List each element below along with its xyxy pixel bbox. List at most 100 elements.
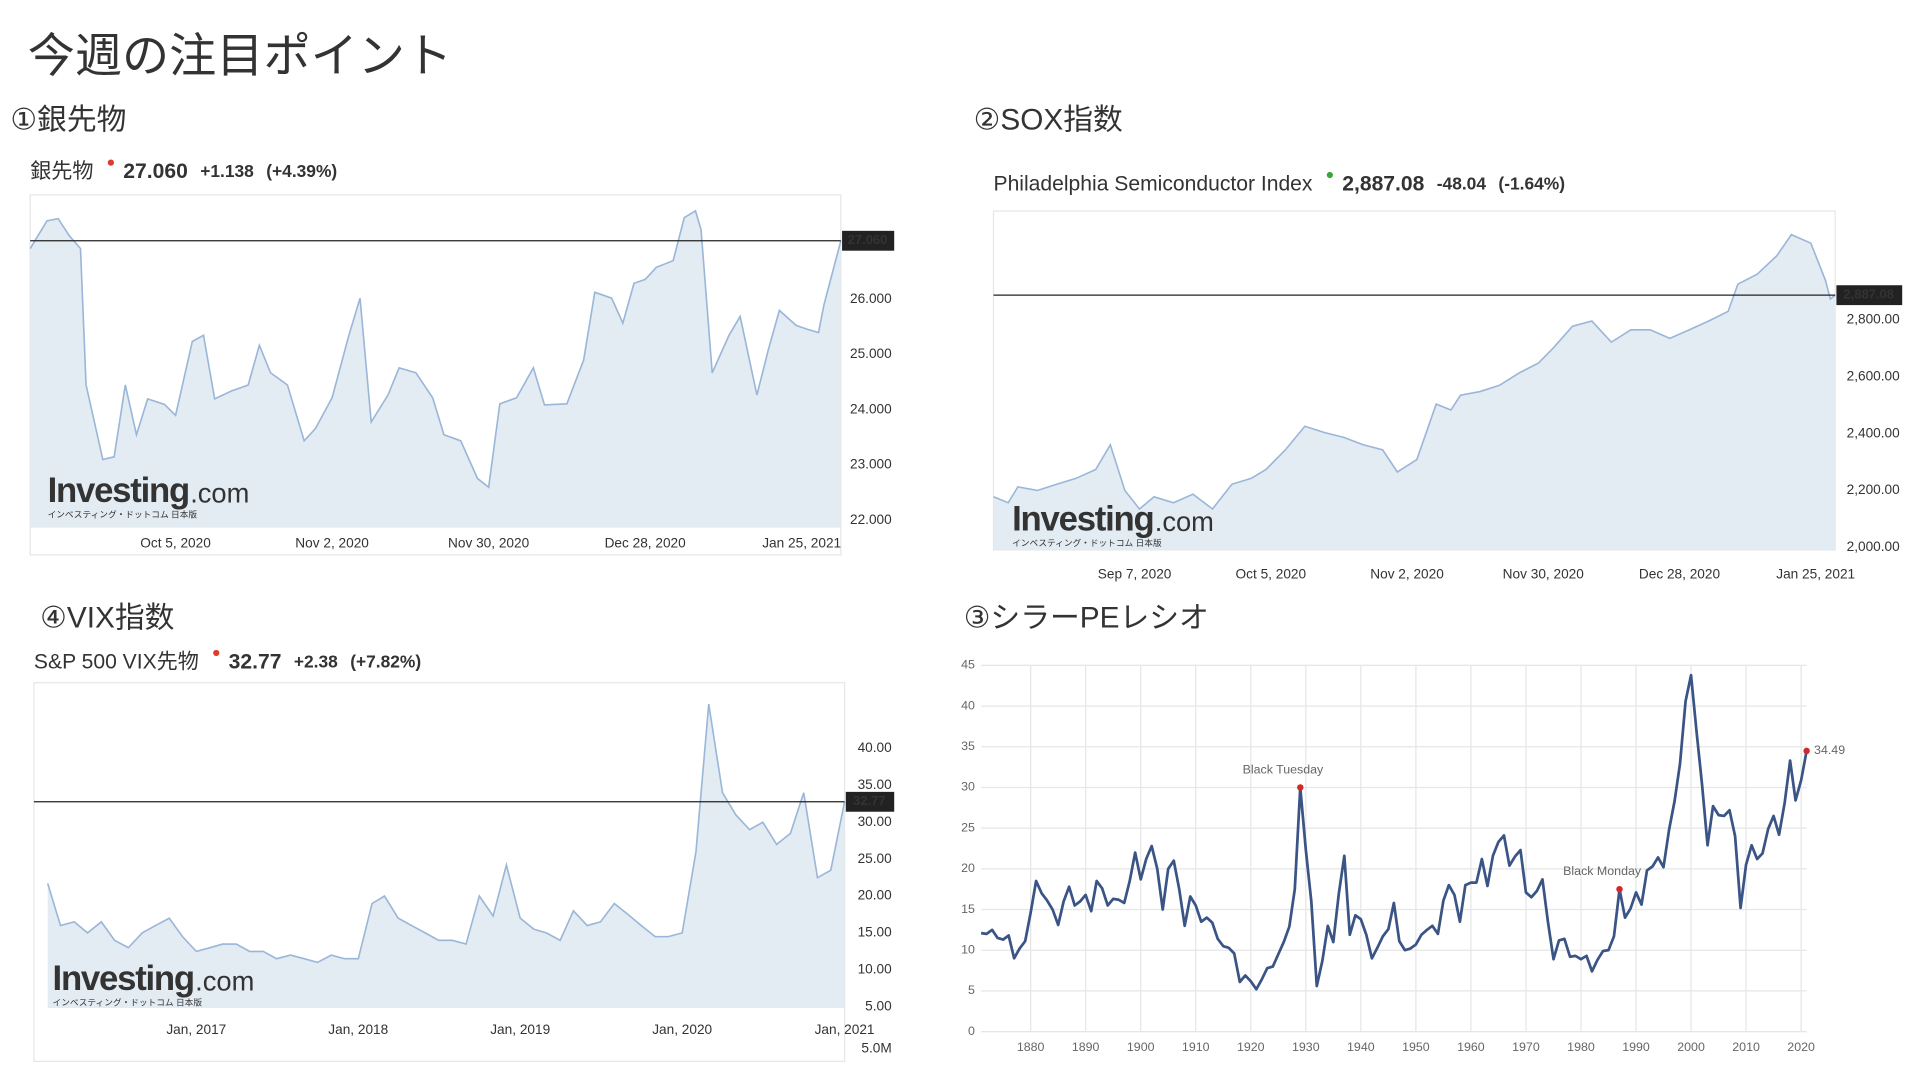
y-tick-label: 22.000 <box>850 512 892 527</box>
change-indicator <box>213 649 220 657</box>
instrument-name: Philadelphia Semiconductor Index <box>994 173 1313 196</box>
x-tick-label: Dec 28, 2020 <box>1639 566 1721 581</box>
x-tick-label: 1980 <box>1567 1040 1595 1054</box>
data-line <box>980 673 1808 991</box>
x-tick-label: 1910 <box>1182 1040 1210 1054</box>
y-tick-label: 2,000.00 <box>1847 539 1901 554</box>
x-tick-label: 1880 <box>1017 1040 1045 1054</box>
last-price: 2,887.08 <box>1342 173 1424 196</box>
y-tick-label: 20 <box>961 861 975 875</box>
watermark: Investing <box>53 960 194 998</box>
y-tick-label: 10 <box>961 942 975 956</box>
price-change: +2.38 <box>294 651 338 671</box>
watermark: Investing <box>1012 501 1153 539</box>
y-tick-label: 15.00 <box>858 925 893 940</box>
area-fill <box>30 210 841 528</box>
x-tick-label: 2000 <box>1677 1040 1705 1054</box>
watermark-subtitle: インベスティング・ドットコム 日本版 <box>53 996 203 1007</box>
last-price: 32.77 <box>229 650 282 673</box>
price-change-percent: (-1.64%) <box>1498 174 1565 194</box>
y-tick-label: 25.00 <box>858 851 893 866</box>
y-tick-label: 25.000 <box>850 346 892 361</box>
last-price-label: 2,887.08 <box>1843 287 1894 302</box>
x-tick-label: 1920 <box>1237 1040 1265 1054</box>
annotation-marker <box>1616 885 1623 893</box>
y-tick-label: 20.00 <box>858 888 893 903</box>
instrument-name: S&P 500 VIX先物 <box>34 649 199 673</box>
x-tick-label: 1900 <box>1127 1040 1155 1054</box>
annotation-marker <box>1803 747 1810 755</box>
x-tick-label: 1940 <box>1347 1040 1375 1054</box>
chart-heading: ②SOX指数 <box>974 104 1123 137</box>
x-tick-label: 1990 <box>1622 1040 1650 1054</box>
x-tick-label: Nov 30, 2020 <box>1503 566 1585 581</box>
y-tick-label: 30.00 <box>858 814 893 829</box>
area-line <box>46 703 846 964</box>
y-tick-label: 0 <box>968 1024 975 1038</box>
x-tick-label: 2010 <box>1732 1040 1760 1054</box>
annotation-marker <box>1297 784 1304 791</box>
x-tick-label: Jan 25, 2021 <box>762 535 841 550</box>
watermark-subtitle: インベスティング・ドットコム 日本版 <box>48 508 198 519</box>
x-tick-label: Dec 28, 2020 <box>605 535 687 550</box>
x-tick-label: 1930 <box>1292 1040 1320 1054</box>
y-tick-label: 23.000 <box>850 457 892 472</box>
x-tick-label: Jan 25, 2021 <box>1776 566 1855 581</box>
chart-heading: ③シラーPEレシオ <box>964 601 1209 634</box>
y-tick-label: 30 <box>961 780 975 794</box>
y-tick-label: 40.00 <box>858 740 893 755</box>
last-price-label: 32.77 <box>853 793 886 808</box>
area-line <box>993 233 1836 511</box>
x-tick-label: Nov 2, 2020 <box>295 535 369 550</box>
x-tick-label: 1960 <box>1457 1040 1485 1054</box>
x-tick-label: Jan, 2018 <box>328 1022 388 1037</box>
area-fill <box>47 704 845 1008</box>
y-tick-label: 26.000 <box>850 291 892 306</box>
price-change: +1.138 <box>200 161 254 181</box>
annotation-label: 34.49 <box>1814 743 1845 757</box>
change-indicator <box>107 159 114 166</box>
x-tick-label: 1970 <box>1512 1040 1540 1054</box>
watermark: Investing <box>48 472 189 510</box>
annotation-label: Black Monday <box>1563 864 1642 878</box>
watermark-subtitle: インベスティング・ドットコム 日本版 <box>1012 537 1162 548</box>
x-tick-label: Jan, 2021 <box>815 1022 875 1037</box>
last-price-box <box>1836 285 1903 306</box>
price-change: -48.04 <box>1437 174 1487 194</box>
y-tick-label: 15 <box>961 902 975 916</box>
last-price-box <box>845 791 895 812</box>
change-indicator <box>1326 171 1333 179</box>
y-tick-label: 2,600.00 <box>1847 368 1901 383</box>
chart-heading: ①銀先物 <box>10 104 126 137</box>
last-price: 27.060 <box>123 160 188 183</box>
y-tick-label: 35.00 <box>858 777 893 792</box>
x-tick-label: Jan, 2019 <box>490 1022 550 1037</box>
last-price-box <box>842 230 895 251</box>
y-tick-label: 24.000 <box>850 401 892 416</box>
price-change-percent: (+7.82%) <box>350 651 421 671</box>
x-tick-label: 2020 <box>1787 1040 1815 1054</box>
y-tick-label: 45 <box>961 658 975 672</box>
x-tick-label: Jan, 2017 <box>166 1022 226 1037</box>
instrument-name: 銀先物 <box>30 159 93 183</box>
y-tick-label: 2,400.00 <box>1847 425 1901 440</box>
area-line <box>29 209 842 489</box>
y-tick-label: 5.00 <box>865 998 892 1013</box>
x-tick-label: Oct 5, 2020 <box>140 535 211 550</box>
x-tick-label: 1950 <box>1402 1040 1430 1054</box>
y-tick-label: 2,800.00 <box>1847 312 1901 327</box>
x-tick-label: Nov 30, 2020 <box>448 535 530 550</box>
annotation-label: Black Tuesday <box>1243 762 1324 776</box>
chart-heading: ④VIX指数 <box>40 601 174 634</box>
x-tick-label: Sep 7, 2020 <box>1098 566 1172 581</box>
y-tick-label: 2,200.00 <box>1847 482 1901 497</box>
y-tick-label: 5 <box>968 983 975 997</box>
volume-label: 5.0M <box>861 1041 891 1056</box>
x-tick-label: Nov 2, 2020 <box>1370 566 1444 581</box>
y-tick-label: 35 <box>961 739 975 753</box>
watermark: .com <box>190 478 249 509</box>
y-tick-label: 10.00 <box>858 961 893 976</box>
slide-title: 今週の注目ポイント <box>28 29 452 82</box>
watermark: .com <box>1155 506 1214 537</box>
